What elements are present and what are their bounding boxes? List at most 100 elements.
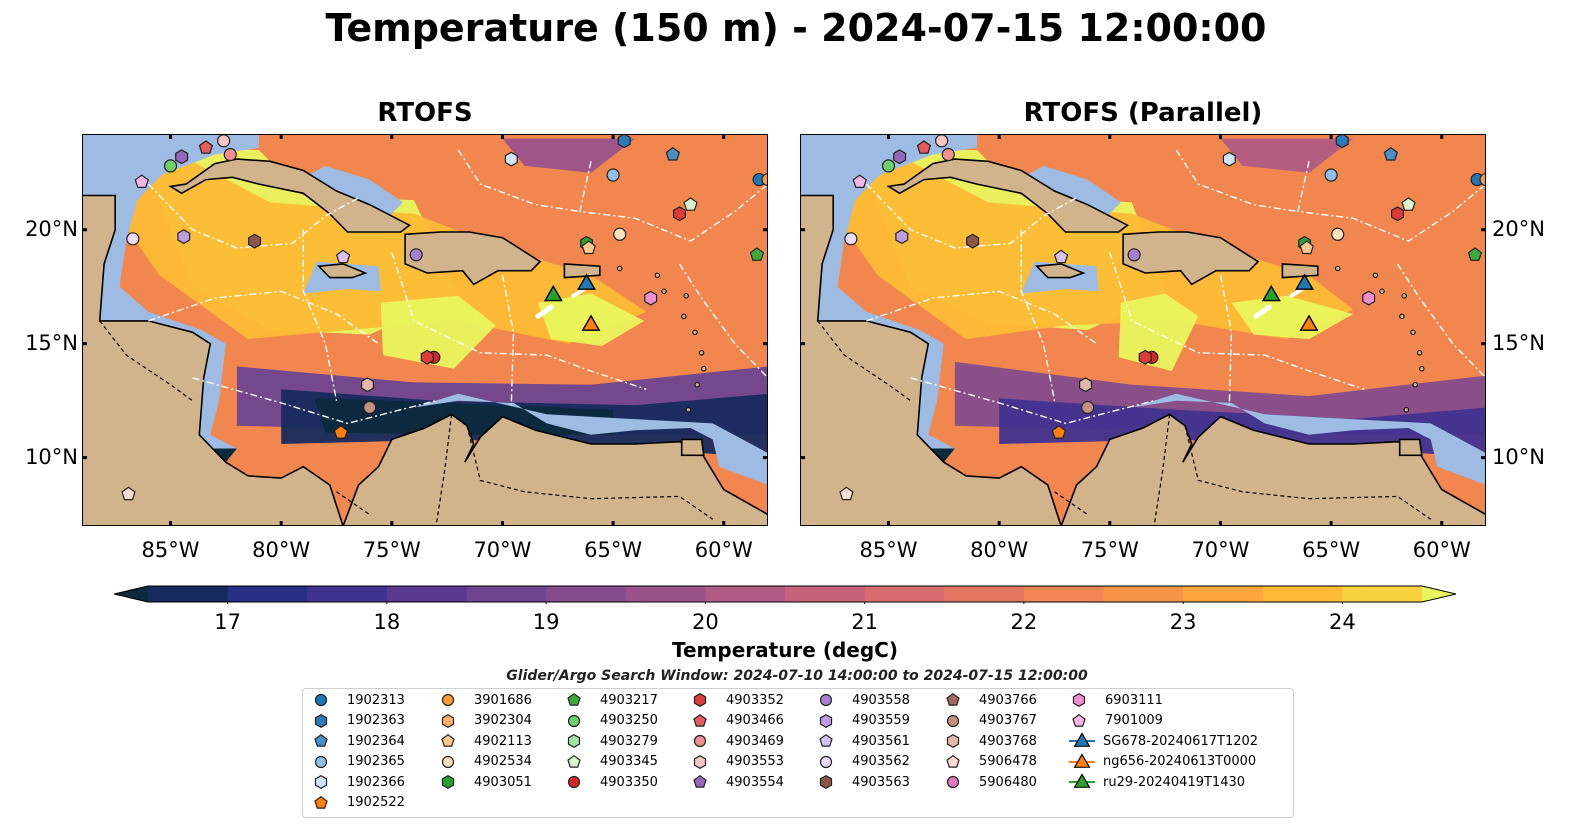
legend-symbol [314,795,328,809]
small-island-6 [654,272,661,279]
legend-label: 4903279 [600,733,658,749]
legend-item: 1902313 [309,690,405,710]
land-trinidad [1398,438,1423,457]
legend-label: 4903350 [600,774,658,790]
land-central [82,134,344,526]
legend-symbol [441,713,455,728]
lon-tick-label: 60°W [1412,538,1471,562]
legend-triangle [1073,732,1091,747]
legend-item: 1902364 [309,731,405,751]
glider-marker-1 [577,273,597,290]
legend-label: 1902366 [347,774,405,790]
eez-boundary-8 [1175,149,1299,213]
legend-symbol [693,734,707,748]
land-trinidad [680,438,705,457]
argo-float-marker-1 [893,149,907,165]
colorbar-tick-label: 18 [373,610,401,634]
small-island-5 [661,288,667,294]
legend-marker [819,713,833,728]
small-island-2 [701,366,707,372]
argo-float-marker-6 [844,232,858,246]
legend-symbol [819,693,833,707]
lon-tick-label: 70°W [1191,538,1250,562]
legend-marker [946,692,960,706]
country-border-2 [1184,425,1432,520]
legend-item: 4903553 [688,752,784,772]
colorbar [114,585,1456,604]
panel-title-rtofs: RTOFS [377,98,473,128]
argo-float-marker-14 [1383,146,1399,161]
small-island-4 [1403,407,1410,413]
legend-symbol [314,713,328,728]
colorbar-outline [114,585,1456,603]
legend-label: 4903051 [474,774,532,790]
legend-marker [1072,693,1086,707]
colorbar-segment-5 [466,586,547,602]
search-window-text: Glider/Argo Search Window: 2024-07-10 14… [506,668,1088,684]
argo-float-marker-19 [613,227,627,241]
argo-float-marker-16 [761,172,768,187]
small-island-1 [698,350,705,356]
argo-float-marker-25 [420,349,434,365]
colorbar-label: Temperature (degC) [672,638,898,662]
legend-item: 4903279 [562,731,658,751]
legend-label: 7901009 [1105,713,1163,728]
eez-boundary-7 [678,263,768,379]
lon-tick-label: 75°W [1080,538,1139,562]
legend-symbol [693,713,707,727]
legend-marker [693,693,707,707]
colorbar-segment-13 [1103,586,1184,602]
legend-triangle [1073,752,1091,768]
legend-item: 5906480 [941,772,1037,792]
eez-boundary-1 [1020,229,1056,401]
legend-label: 4903469 [726,733,784,749]
land-south [1060,413,1486,526]
legend-label: 4903766 [979,692,1037,708]
argo-float-marker-11 [1222,151,1236,167]
legend-symbol [819,755,833,768]
legend-marker [693,713,707,727]
colorbar-segment-15 [1262,586,1343,602]
legend-label: 4903345 [600,754,658,769]
legend-label: 4903562 [852,754,910,769]
legend-item: 4903563 [814,772,910,792]
legend-item: 1902363 [309,711,405,731]
argo-float-marker-14 [665,146,681,161]
legend-symbol [946,754,960,768]
colorbar-tick-label: 19 [532,610,560,634]
argo-float-marker-18 [1401,197,1416,211]
lon-tick-label: 60°W [694,538,753,562]
legend-symbol [819,733,833,747]
legend-label: 4903768 [979,733,1037,749]
eez-boundary-6 [910,377,1155,425]
legend-item: 4903051 [436,772,532,792]
legend-label: 4902113 [474,733,532,749]
legend-marker [946,734,960,748]
legend-marker [314,693,328,707]
eez-boundary-3 [1219,275,1233,406]
legend-marker [1072,713,1086,727]
colorbar-segment-10 [864,586,945,602]
eez-boundary-5 [148,290,379,345]
legend-label: 4903558 [852,692,910,708]
map-frame [82,134,768,526]
legend-label: 4903563 [852,774,910,790]
glider-marker-0 [1261,284,1281,302]
argo-float-marker-4 [935,134,949,148]
legend-label: 1902365 [347,754,405,769]
land-puertorico [1281,263,1319,279]
colorbar-tick-label: 24 [1329,610,1356,634]
glider-marker-0 [543,284,563,302]
argo-float-marker-17 [672,206,687,222]
legend-symbol [314,755,328,768]
eez-boundary-0 [865,183,1077,249]
legend-item: 1902522 [309,793,405,813]
legend-item: 4903554 [688,772,784,792]
colorbar-segment-12 [1023,586,1105,602]
colorbar-tick-label: 23 [1169,610,1197,634]
legend-marker [693,734,707,748]
argo-float-marker-9 [335,249,351,264]
glider-track-white [1253,304,1272,319]
legend-item: 4903767 [941,711,1037,731]
small-island-3 [1412,381,1418,388]
